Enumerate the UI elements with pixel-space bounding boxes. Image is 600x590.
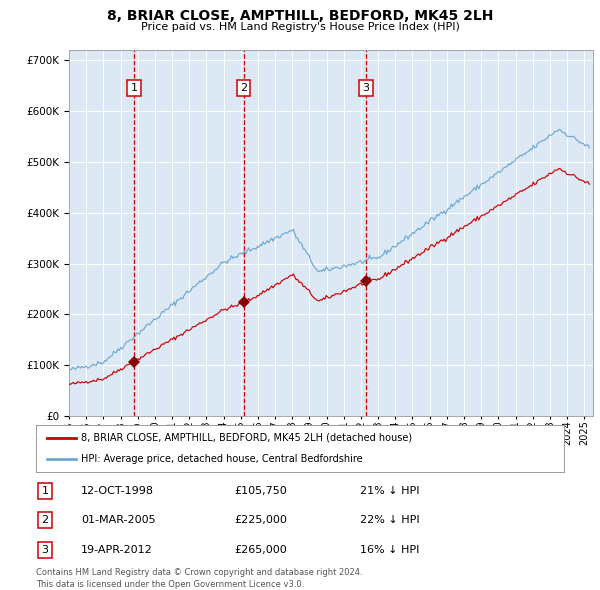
Text: £225,000: £225,000 <box>234 516 287 525</box>
Text: 2: 2 <box>240 83 247 93</box>
Text: 8, BRIAR CLOSE, AMPTHILL, BEDFORD, MK45 2LH: 8, BRIAR CLOSE, AMPTHILL, BEDFORD, MK45 … <box>107 9 493 23</box>
Text: 12-OCT-1998: 12-OCT-1998 <box>81 486 154 496</box>
Text: HPI: Average price, detached house, Central Bedfordshire: HPI: Average price, detached house, Cent… <box>81 454 362 464</box>
Text: 3: 3 <box>41 545 49 555</box>
Text: 1: 1 <box>130 83 137 93</box>
Text: 22% ↓ HPI: 22% ↓ HPI <box>360 516 419 525</box>
Text: 19-APR-2012: 19-APR-2012 <box>81 545 153 555</box>
Text: 8, BRIAR CLOSE, AMPTHILL, BEDFORD, MK45 2LH (detached house): 8, BRIAR CLOSE, AMPTHILL, BEDFORD, MK45 … <box>81 432 412 442</box>
Text: 2: 2 <box>41 516 49 525</box>
Text: 16% ↓ HPI: 16% ↓ HPI <box>360 545 419 555</box>
Text: £105,750: £105,750 <box>234 486 287 496</box>
Text: Contains HM Land Registry data © Crown copyright and database right 2024.
This d: Contains HM Land Registry data © Crown c… <box>36 568 362 589</box>
Text: 3: 3 <box>362 83 370 93</box>
Text: 21% ↓ HPI: 21% ↓ HPI <box>360 486 419 496</box>
Text: £265,000: £265,000 <box>234 545 287 555</box>
Text: 1: 1 <box>41 486 49 496</box>
Text: Price paid vs. HM Land Registry's House Price Index (HPI): Price paid vs. HM Land Registry's House … <box>140 22 460 32</box>
Text: 01-MAR-2005: 01-MAR-2005 <box>81 516 155 525</box>
